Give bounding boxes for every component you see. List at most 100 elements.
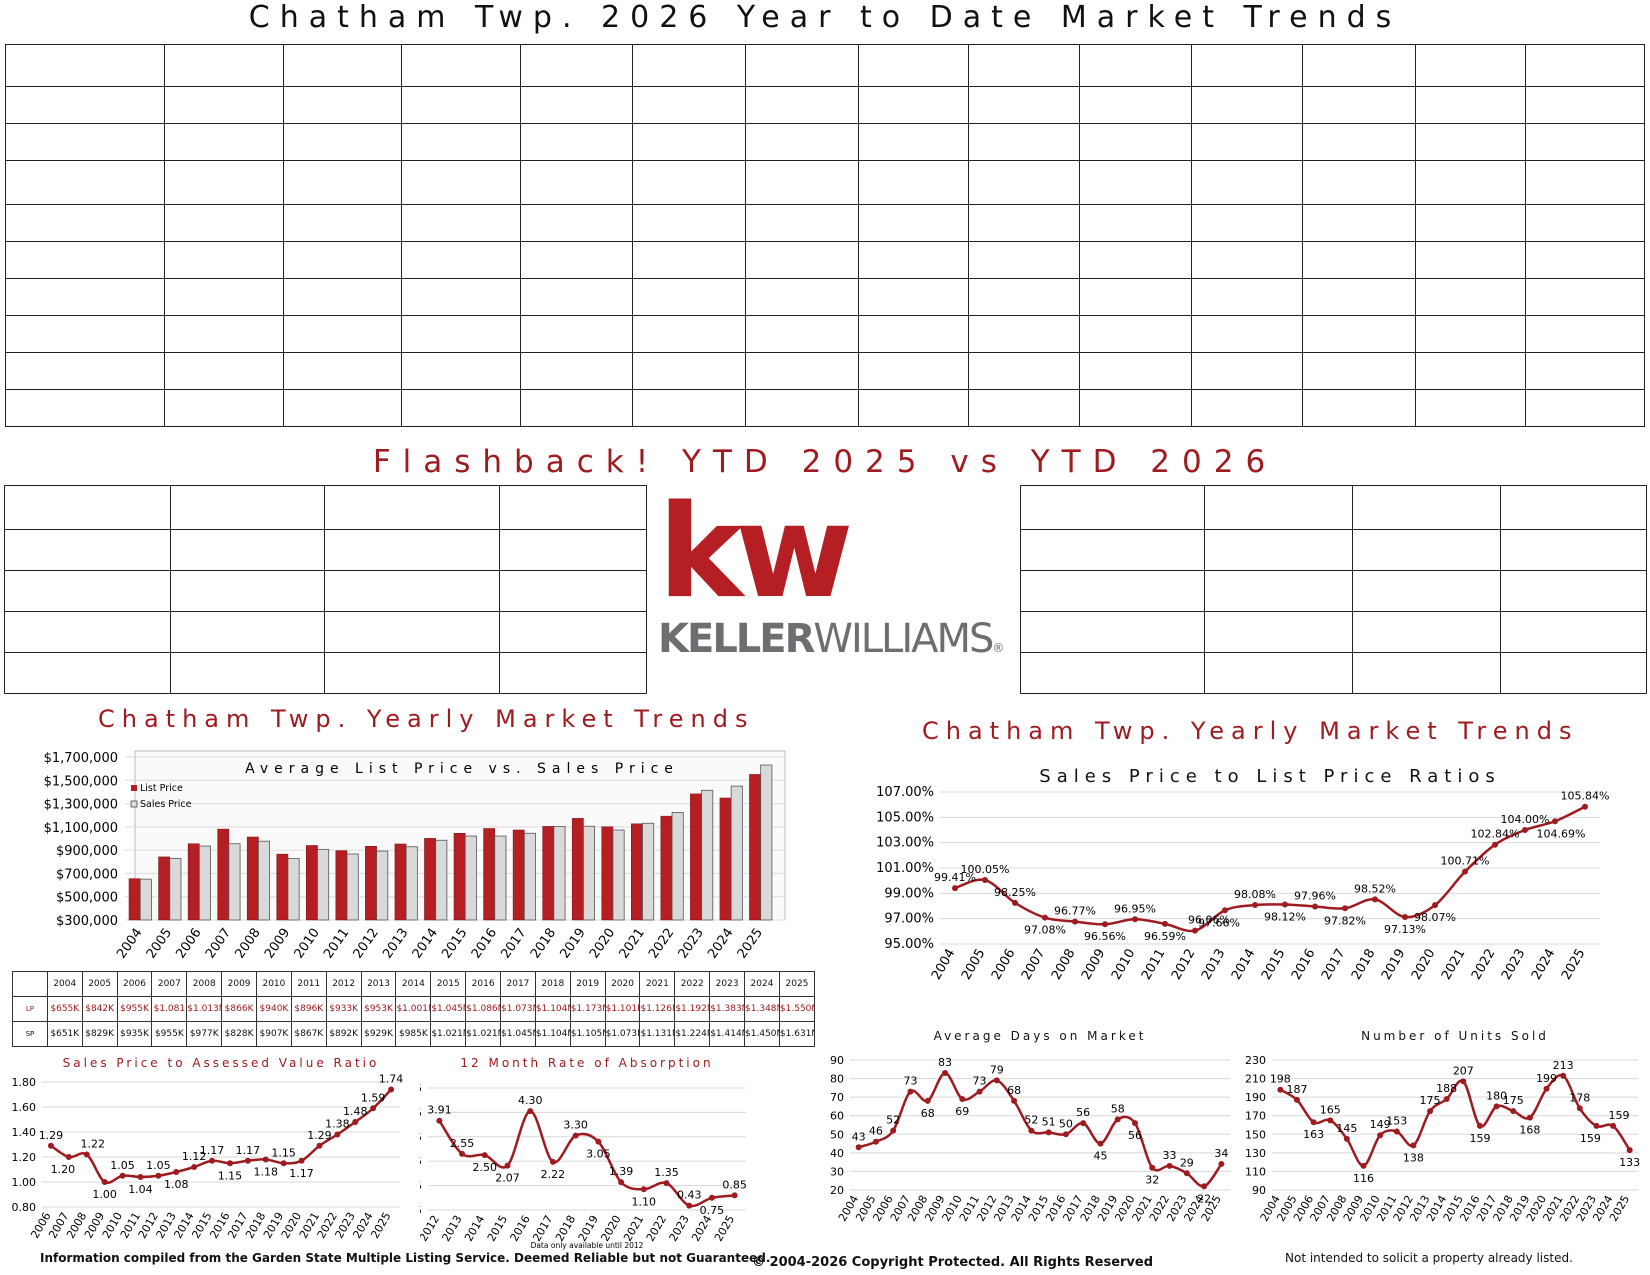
data-label: 104.00%	[1501, 813, 1550, 826]
value-cell	[1525, 389, 1645, 427]
value-cell	[632, 160, 746, 205]
bar-list-price	[542, 826, 555, 921]
x-tick-label: 2016	[469, 926, 500, 962]
data-label: 1.59	[361, 1091, 386, 1104]
data-label: 1.17	[289, 1167, 314, 1180]
data-point	[1343, 1135, 1350, 1142]
value-cell	[1414, 86, 1527, 124]
value-cell	[1191, 389, 1303, 427]
data-point	[1327, 1117, 1334, 1124]
data-point	[1582, 803, 1588, 810]
data-point	[1372, 896, 1378, 903]
table-row	[1020, 652, 1647, 694]
value-cell	[282, 160, 403, 205]
header-cell	[745, 44, 859, 87]
data-label: 96.56%	[1084, 930, 1126, 943]
data-label: 97.66%	[1198, 916, 1240, 929]
x-tick-label: 2024	[1529, 947, 1559, 983]
y-tick-label: 95.00%	[884, 937, 934, 952]
x-tick-label: 2014	[410, 926, 441, 962]
value-cell	[499, 570, 647, 612]
y-tick-label: $900,000	[56, 844, 118, 859]
data-label: 33	[1163, 1149, 1177, 1162]
value-cell	[1414, 241, 1527, 279]
value-cell	[1078, 352, 1193, 390]
row-label	[5, 204, 165, 242]
header-cell	[170, 485, 325, 530]
bar-sales-price	[701, 789, 714, 921]
value-cell	[1302, 241, 1416, 279]
value-cell	[1500, 570, 1647, 612]
value-cell	[282, 241, 403, 279]
bar-sales-price	[169, 858, 182, 921]
data-point	[1377, 1132, 1384, 1139]
value-cell	[857, 241, 970, 279]
y-tick-label: $300,000	[56, 914, 118, 929]
data-label: 1.74	[379, 1073, 404, 1086]
value-cell	[632, 204, 746, 242]
value-cell	[1204, 570, 1353, 612]
x-tick-label: 2018	[1349, 947, 1379, 983]
data-label: 2.55	[450, 1137, 475, 1150]
sp-cell: $907K	[256, 1021, 292, 1047]
value-cell	[1525, 123, 1645, 161]
y-tick-label: 4.25	[420, 1106, 422, 1119]
header-cell	[857, 44, 970, 87]
data-point	[316, 1142, 323, 1149]
header-cell	[5, 44, 165, 87]
sp-cell: $892K	[325, 1021, 362, 1047]
data-label: 1.29	[39, 1129, 64, 1142]
y-tick-label: 1.25	[420, 1180, 422, 1193]
value-cell	[1525, 241, 1645, 279]
value-cell	[1525, 352, 1645, 390]
data-point	[942, 1070, 948, 1076]
year-cell: 2012	[325, 971, 362, 997]
data-label: 207	[1453, 1064, 1474, 1077]
data-point	[549, 1158, 556, 1165]
data-label: 1.20	[51, 1163, 76, 1176]
value-cell	[1302, 86, 1416, 124]
data-label: 1.29	[307, 1129, 332, 1142]
lp-cell: $1.045M	[430, 996, 467, 1022]
data-point	[1393, 1128, 1400, 1135]
x-tick-label: 2006	[989, 947, 1019, 983]
data-point	[1102, 921, 1108, 928]
data-label: 32	[1145, 1174, 1159, 1187]
data-label: 1.17	[200, 1144, 225, 1157]
value-cell	[401, 352, 521, 390]
chart-sp-av-ratio: Sales Price to Assessed Value Ratio 1.80 1…	[12, 1050, 404, 1241]
bar-list-price	[335, 850, 348, 921]
data-label: 46	[869, 1125, 883, 1138]
data-label: 1.05	[110, 1159, 135, 1172]
value-cell	[1352, 529, 1501, 571]
value-cell	[163, 241, 284, 279]
x-tick-label: 2008	[1049, 947, 1079, 983]
row-label	[1020, 652, 1205, 694]
header-cell	[968, 44, 1080, 87]
value-cell	[1078, 241, 1193, 279]
svg-text:KELLERWILLIAMS®: KELLERWILLIAMS®	[658, 616, 1003, 662]
x-tick-label: 2023	[1499, 947, 1529, 983]
row-label	[4, 611, 171, 653]
data-point	[1114, 1116, 1121, 1123]
bar-sales-price	[464, 835, 477, 921]
data-label: 45	[1093, 1150, 1107, 1163]
header-cell	[401, 44, 521, 87]
bar-list-price	[365, 846, 377, 921]
yearly-title-right: Chatham Twp. Yearly Market Trends	[922, 717, 1579, 745]
bar-list-price	[571, 818, 584, 921]
bar-sales-price	[139, 878, 152, 921]
value-cell	[968, 241, 1080, 279]
bar-sales-price	[228, 843, 241, 921]
bar-list-price	[453, 833, 466, 921]
value-cell	[499, 652, 647, 694]
y-tick-label: 0.25	[420, 1204, 422, 1217]
legend-label: List Price	[140, 783, 183, 794]
series-line	[438, 1109, 735, 1208]
data-point	[1011, 1097, 1018, 1104]
x-tick-label: 2017	[498, 926, 529, 962]
year-cell: 2021	[639, 971, 676, 997]
bar-sales-price	[287, 858, 300, 921]
bar-sales-price	[405, 846, 418, 921]
value-cell	[968, 160, 1080, 205]
